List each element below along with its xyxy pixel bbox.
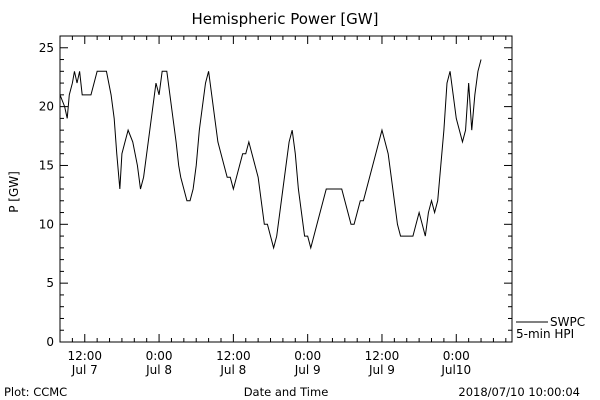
x-axis-label: Date and Time (244, 385, 329, 399)
x-tick-label-time: 12:00 (216, 349, 251, 363)
x-tick-label-time: 0:00 (294, 349, 321, 363)
swpc-power-line (59, 59, 482, 250)
legend-swpc-label: SWPC (550, 315, 585, 329)
x-tick-label-date: Jul 9 (294, 363, 321, 377)
x-tick-label-date: Jul 8 (219, 363, 246, 377)
y-tick-label: 20 (39, 100, 54, 114)
x-tick-label-date: Jul10 (440, 363, 471, 377)
footer-right: 2018/07/10 10:00:04 (458, 385, 580, 399)
y-axis-ticks: 0 5 10 15 20 25 (39, 35, 512, 349)
y-tick-label: 0 (46, 335, 54, 349)
x-tick-label-time: 12:00 (67, 349, 102, 363)
y-tick-label: 15 (39, 158, 54, 172)
legend-hpi-label: 5-min HPI (516, 327, 574, 341)
y-tick-label: 10 (39, 217, 54, 231)
x-tick-label-date: Jul 9 (368, 363, 395, 377)
x-tick-label-time: 0:00 (443, 349, 470, 363)
chart-title: Hemispheric Power [GW] (192, 10, 379, 28)
x-tick-label-time: 12:00 (365, 349, 400, 363)
y-tick-label: 5 (46, 276, 54, 290)
x-tick-label-date: Jul 8 (145, 363, 172, 377)
y-tick-label: 25 (39, 41, 54, 55)
plot-frame (59, 35, 513, 343)
legend: SWPC 5-min HPI (516, 315, 585, 341)
footer-left: Plot: CCMC (4, 385, 67, 399)
y-axis-label: P [GW] (7, 171, 21, 213)
x-tick-label-date: Jul 7 (71, 363, 98, 377)
x-tick-label-time: 0:00 (146, 349, 173, 363)
